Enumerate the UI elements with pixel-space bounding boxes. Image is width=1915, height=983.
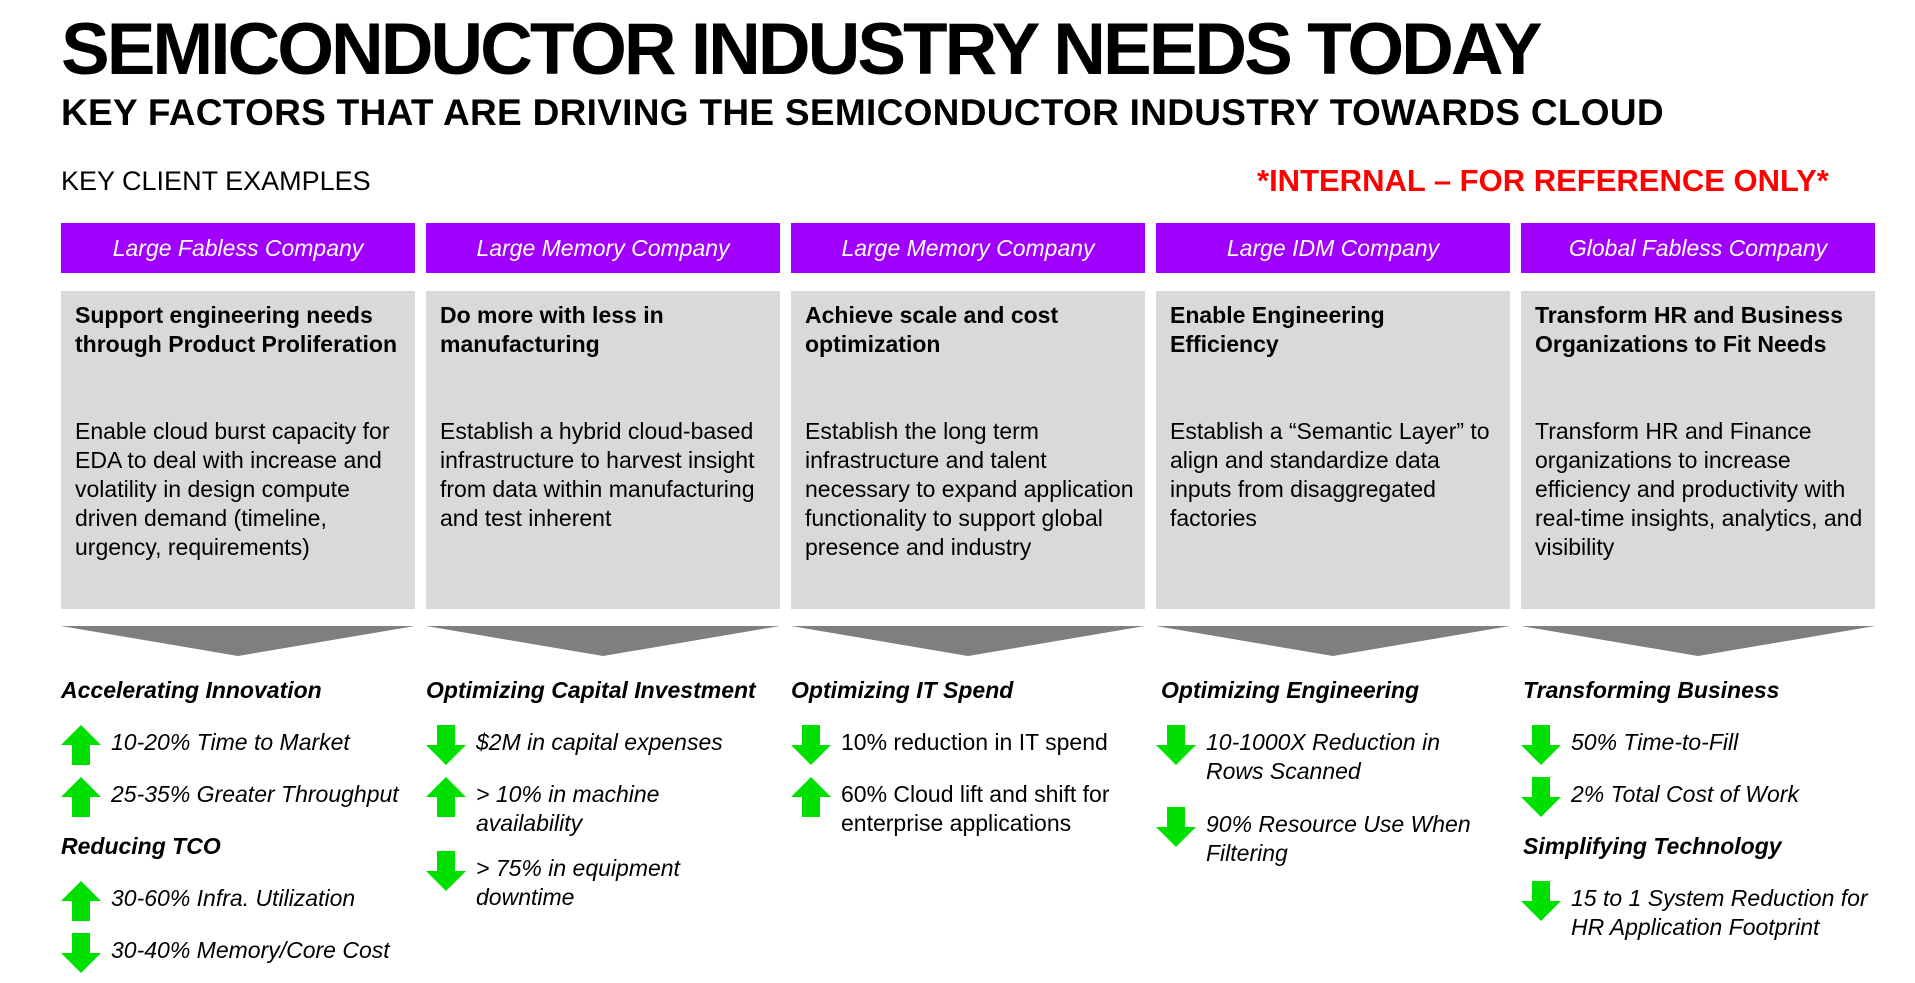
arrow-up-icon [791,777,831,817]
arrow-up-icon [61,881,101,921]
benefit-heading: Optimizing Engineering [1161,677,1420,703]
need-title: Enable Engineering Efficiency [1170,302,1385,357]
metric-text: $2M in capital expenses [476,729,723,755]
arrow-down-icon [1521,725,1561,765]
arrow-down-icon [1156,807,1196,847]
metric-text: 30-60% Infra. Utilization [111,885,356,911]
arrow-down-icon [1521,777,1561,817]
benefit-heading: Transforming Business [1523,677,1780,703]
metric-text: > 75% in equipment downtime [476,855,680,910]
internal-reference-note: *INTERNAL – FOR REFERENCE ONLY* [1257,163,1829,198]
need-card: Support engineering needs through Produc… [61,291,415,609]
company-header: Large Memory Company [791,223,1145,273]
metric-text: 10% reduction in IT spend [841,729,1108,755]
key-client-examples-label: KEY CLIENT EXAMPLES [61,166,371,196]
metric-text: > 10% in machine availability [476,781,660,836]
metric-text: 2% Total Cost of Work [1571,781,1799,807]
client-column-3: Large Memory Company Achieve scale and c… [791,223,1145,983]
company-header: Large Fabless Company [61,223,415,273]
chevron-down-icon [1156,626,1510,656]
page-subtitle: KEY FACTORS THAT ARE DRIVING THE SEMICON… [61,92,1664,133]
metric-text: 30-40% Memory/Core Cost [111,937,390,963]
benefit-heading: Optimizing IT Spend [791,677,1014,703]
metric-text: 90% Resource Use When Filtering [1206,811,1471,866]
arrow-up-icon [426,777,466,817]
client-column-4: Large IDM Company Enable Engineering Eff… [1156,223,1510,983]
arrow-down-icon [1156,725,1196,765]
company-header: Global Fabless Company [1521,223,1875,273]
page-title: SEMICONDUCTOR INDUSTRY NEEDS TODAY [61,9,1543,90]
need-description: Establish a hybrid cloud-based infrastru… [440,418,755,531]
metric-text: 10-1000X Reduction in Rows Scanned [1206,729,1440,784]
chevron-down-icon [426,626,780,656]
arrow-down-icon [1521,881,1561,921]
metric-text: 15 to 1 System Reduction for HR Applicat… [1571,885,1868,940]
need-card: Transform HR and Business Organizations … [1521,291,1875,609]
need-card: Enable Engineering Efficiency Establish … [1156,291,1510,609]
benefit-heading: Accelerating Innovation [61,677,322,703]
benefit-heading: Simplifying Technology [1523,833,1782,859]
company-header: Large IDM Company [1156,223,1510,273]
company-header: Large Memory Company [426,223,780,273]
chevron-down-icon [791,626,1145,656]
need-description: Establish a “Semantic Layer” to align an… [1170,418,1490,531]
arrow-down-icon [61,933,101,973]
client-column-1: Large Fabless Company Support engineerin… [61,223,415,983]
metric-text: 50% Time-to-Fill [1571,729,1739,755]
arrow-up-icon [61,777,101,817]
need-title: Do more with less in manufacturing [440,302,664,357]
metric-text: 10-20% Time to Market [111,729,350,755]
arrow-down-icon [426,851,466,891]
need-card: Do more with less in manufacturing Estab… [426,291,780,609]
metric-text: 60% Cloud lift and shift for enterprise … [841,781,1110,836]
need-description: Enable cloud burst capacity for EDA to d… [75,418,390,560]
need-title: Transform HR and Business Organizations … [1535,302,1844,357]
need-description: Transform HR and Finance organizations t… [1535,418,1863,560]
chevron-down-icon [1521,626,1875,656]
benefit-heading: Optimizing Capital Investment [426,677,756,703]
arrow-down-icon [426,725,466,765]
benefit-heading: Reducing TCO [61,833,221,859]
client-column-5: Global Fabless Company Transform HR and … [1521,223,1875,983]
client-column-2: Large Memory Company Do more with less i… [426,223,780,983]
need-card: Achieve scale and cost optimization Esta… [791,291,1145,609]
need-description: Establish the long term infrastructure a… [805,418,1134,560]
chevron-down-icon [61,626,415,656]
need-title: Achieve scale and cost optimization [805,302,1059,357]
arrow-up-icon [61,725,101,765]
need-title: Support engineering needs through Produc… [75,302,397,357]
arrow-down-icon [791,725,831,765]
metric-text: 25-35% Greater Throughput [111,781,399,807]
